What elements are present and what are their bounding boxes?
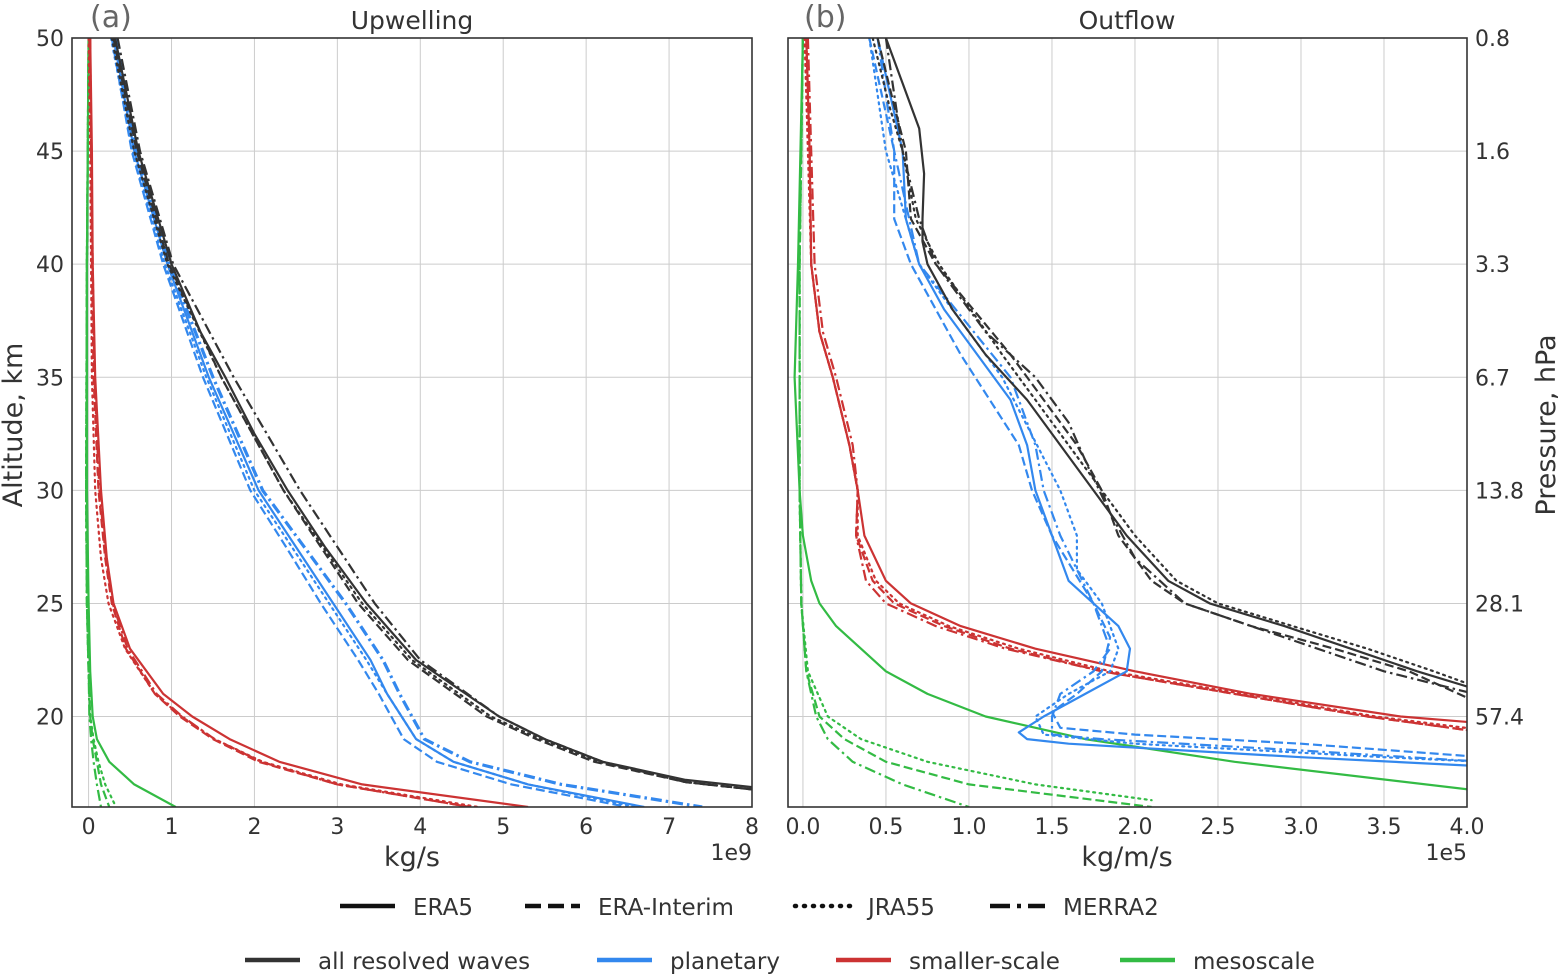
x-tick-label: 2.5	[1200, 815, 1235, 840]
legend-label: planetary	[670, 949, 780, 974]
series-line-jra55-all-resolved-waves	[871, 38, 1467, 685]
y-tick-label: 25	[36, 592, 64, 617]
x-tick-label: 7	[662, 815, 676, 840]
y-label-right-b: Pressure, hPa	[1531, 334, 1559, 515]
panel-b-outflow: 0.0 0.5 1.0 1.5 2.0 2.5 3.0 3.5 4.0 57.4 28.1 13.8…	[785, 0, 1559, 873]
panel-label-a: (a)	[90, 0, 132, 35]
series-line-era5-smaller-scale	[805, 38, 1467, 724]
pressure-tick-label: 0.8	[1475, 27, 1510, 52]
series-line-era-interim-all-resolved-waves	[112, 38, 752, 791]
plot-frame-a	[71, 37, 753, 808]
series-line-jra55-all-resolved-waves	[110, 38, 752, 791]
grid-b	[788, 37, 1468, 807]
legend-label: ERA-Interim	[598, 895, 734, 921]
series-line-merra2-planetary	[114, 38, 703, 807]
series-line-jra55-planetary	[868, 38, 1467, 763]
y-tick-label: 35	[36, 366, 64, 391]
x-tick-label: 1.5	[1034, 815, 1069, 840]
grid-a	[72, 37, 753, 807]
x-tick-label: 3	[330, 815, 344, 840]
series-line-jra55-smaller-scale	[87, 38, 480, 807]
series-line-era-interim-planetary	[110, 38, 628, 807]
pressure-tick-label: 13.8	[1475, 479, 1524, 504]
x-tick-label: 5	[496, 815, 510, 840]
legend-label: JRA55	[866, 895, 935, 921]
series-line-era5-all-resolved-waves	[884, 38, 1467, 688]
series-a	[84, 38, 752, 807]
series-line-era-interim-mesoscale	[798, 38, 1152, 807]
pressure-tick-label: 28.1	[1475, 592, 1524, 617]
series-line-era-interim-smaller-scale	[88, 38, 471, 807]
x-tick-label: 4	[413, 815, 427, 840]
pressure-tick-label: 3.3	[1475, 253, 1510, 278]
legend-label: MERRA2	[1063, 895, 1159, 921]
legend-label: smaller-scale	[909, 949, 1060, 974]
plot-frame-b	[787, 37, 1468, 808]
x-tick-label: 8	[745, 815, 759, 840]
x-ticks-a: 0 1 2 3 4 5 6 7 8	[82, 815, 759, 840]
series-line-era5-mesoscale	[793, 38, 1467, 791]
x-tick-label: 1	[165, 815, 179, 840]
series-line-merra2-all-resolved-waves	[116, 38, 752, 791]
legend-label: ERA5	[413, 895, 473, 921]
series-line-merra2-smaller-scale	[806, 38, 1467, 732]
series-line-era5-planetary	[112, 38, 645, 807]
pressure-tick-label: 6.7	[1475, 366, 1510, 391]
legend-components: all resolved waves planetary smaller-scale…	[245, 949, 1315, 974]
series-line-merra2-mesoscale	[84, 38, 103, 807]
series-b	[793, 38, 1467, 807]
x-tick-label: 3.5	[1366, 815, 1401, 840]
series-line-era-interim-smaller-scale	[805, 38, 1467, 732]
x-tick-label: 3.0	[1283, 815, 1318, 840]
x-tick-label: 4.0	[1450, 815, 1485, 840]
x-tick-label: 0.0	[785, 815, 820, 840]
x-label-b: kg/m/s	[1081, 842, 1172, 873]
pressure-tick-label: 1.6	[1475, 140, 1510, 165]
series-line-merra2-mesoscale	[798, 38, 970, 807]
series-line-jra55-smaller-scale	[803, 38, 1467, 730]
y-label-a: Altitude, km	[0, 343, 29, 508]
y-tick-label: 45	[36, 140, 64, 165]
legend-label: all resolved waves	[318, 949, 530, 974]
x-multiplier-a: 1e9	[710, 841, 752, 866]
x-multiplier-b: 1e5	[1425, 841, 1467, 866]
x-tick-label: 0.5	[868, 815, 903, 840]
y-tick-label: 50	[36, 27, 64, 52]
y-tick-label: 20	[36, 706, 64, 731]
series-line-merra2-all-resolved-waves	[884, 38, 1467, 694]
y-tick-label: 30	[36, 479, 64, 504]
legend-label: mesoscale	[1193, 949, 1315, 974]
x-tick-label: 1.0	[951, 815, 986, 840]
y-ticks-a: 20 25 30 35 40 45 50	[36, 27, 64, 731]
title-a: Upwelling	[351, 6, 474, 35]
series-line-merra2-smaller-scale	[89, 38, 471, 807]
series-line-era-interim-planetary	[868, 38, 1467, 758]
right-y-ticks-b: 57.4 28.1 13.8 6.7 3.3 1.6 0.8	[1475, 27, 1524, 731]
x-tick-label: 2	[247, 815, 261, 840]
x-tick-label: 0	[82, 815, 96, 840]
pressure-tick-label: 57.4	[1475, 706, 1524, 731]
x-tick-label: 6	[579, 815, 593, 840]
y-tick-label: 40	[36, 253, 64, 278]
title-b: Outflow	[1079, 6, 1176, 35]
x-tick-label: 2.0	[1117, 815, 1152, 840]
x-ticks-b: 0.0 0.5 1.0 1.5 2.0 2.5 3.0 3.5 4.0	[785, 815, 1484, 840]
series-line-merra2-planetary	[876, 38, 1467, 762]
legend-datasets: ERA5 ERA-Interim JRA55 MERRA2	[340, 895, 1159, 921]
series-line-jra55-planetary	[109, 38, 638, 807]
panel-label-b: (b)	[804, 0, 846, 35]
x-label-a: kg/s	[384, 842, 440, 873]
